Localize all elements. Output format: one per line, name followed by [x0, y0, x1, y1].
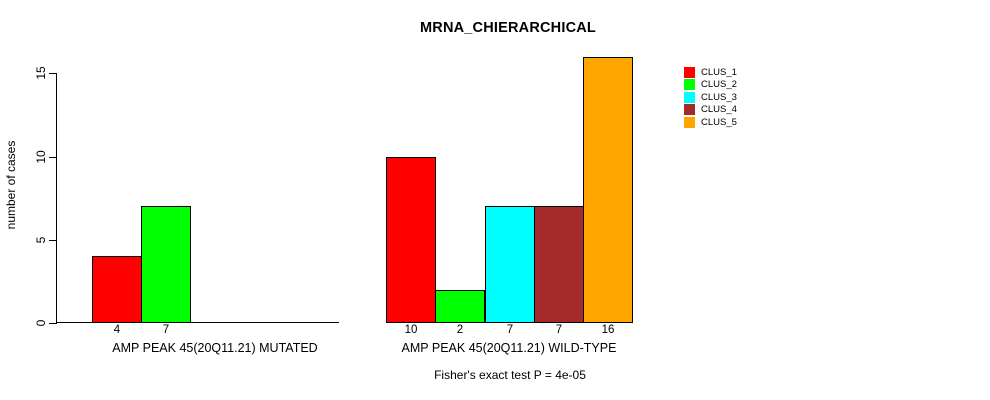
legend-item-clus_5: CLUS_5 [684, 116, 737, 129]
legend-label: CLUS_4 [701, 104, 737, 116]
bar-value-label: 7 [555, 324, 563, 336]
bar-value-label: 10 [404, 324, 418, 336]
legend-item-clus_3: CLUS_3 [684, 91, 737, 104]
bar-value-label: 4 [113, 324, 121, 336]
legend-label: CLUS_1 [701, 66, 737, 78]
legend-item-clus_1: CLUS_1 [684, 66, 737, 79]
bar-value-label: 7 [506, 324, 514, 336]
bar-value-label: 2 [456, 324, 464, 336]
y-axis-line [56, 73, 57, 324]
group-label-mutated: AMP PEAK 45(20Q11.21) MUTATED [112, 341, 318, 355]
fisher-test-note: Fisher's exact test P = 4e-05 [434, 368, 586, 382]
legend-swatch-icon [684, 91, 695, 103]
y-axis-tick [49, 157, 56, 158]
group-label-wild-type: AMP PEAK 45(20Q11.21) WILD-TYPE [401, 341, 617, 355]
legend-swatch-icon [684, 116, 695, 128]
bar-value-label: 7 [162, 324, 170, 336]
bar-clus_3 [485, 206, 535, 323]
y-axis-tick-label: 5 [34, 236, 48, 244]
y-axis-tick-label: 15 [34, 66, 48, 80]
y-axis-tick-label: 10 [34, 150, 48, 164]
chart-title: MRNA_CHIERARCHICAL [420, 20, 596, 36]
legend-label: CLUS_5 [701, 116, 737, 128]
baseline-mutated [56, 322, 339, 323]
bar-clus_2 [435, 290, 485, 323]
bar-value-label: 16 [601, 324, 615, 336]
legend-swatch-icon [684, 66, 695, 78]
y-axis-tick [49, 323, 56, 324]
legend-label: CLUS_3 [701, 91, 737, 103]
legend-swatch-icon [684, 104, 695, 116]
y-axis-title: number of cases [4, 140, 18, 230]
legend-swatch-icon [684, 79, 695, 91]
y-axis-tick [49, 240, 56, 241]
legend-item-clus_2: CLUS_2 [684, 79, 737, 92]
y-axis-tick [49, 73, 56, 74]
legend-item-clus_4: CLUS_4 [684, 104, 737, 117]
bar-clus_2 [141, 206, 191, 323]
bar-clus_4 [534, 206, 584, 323]
bar-clus_1 [386, 157, 436, 323]
legend-label: CLUS_2 [701, 79, 737, 91]
y-axis-tick-label: 0 [34, 319, 48, 327]
bar-clus_1 [92, 256, 142, 323]
bar-clus_5 [583, 57, 633, 323]
legend: CLUS_1 CLUS_2 CLUS_3 CLUS_4 CLUS_5 [684, 66, 737, 129]
